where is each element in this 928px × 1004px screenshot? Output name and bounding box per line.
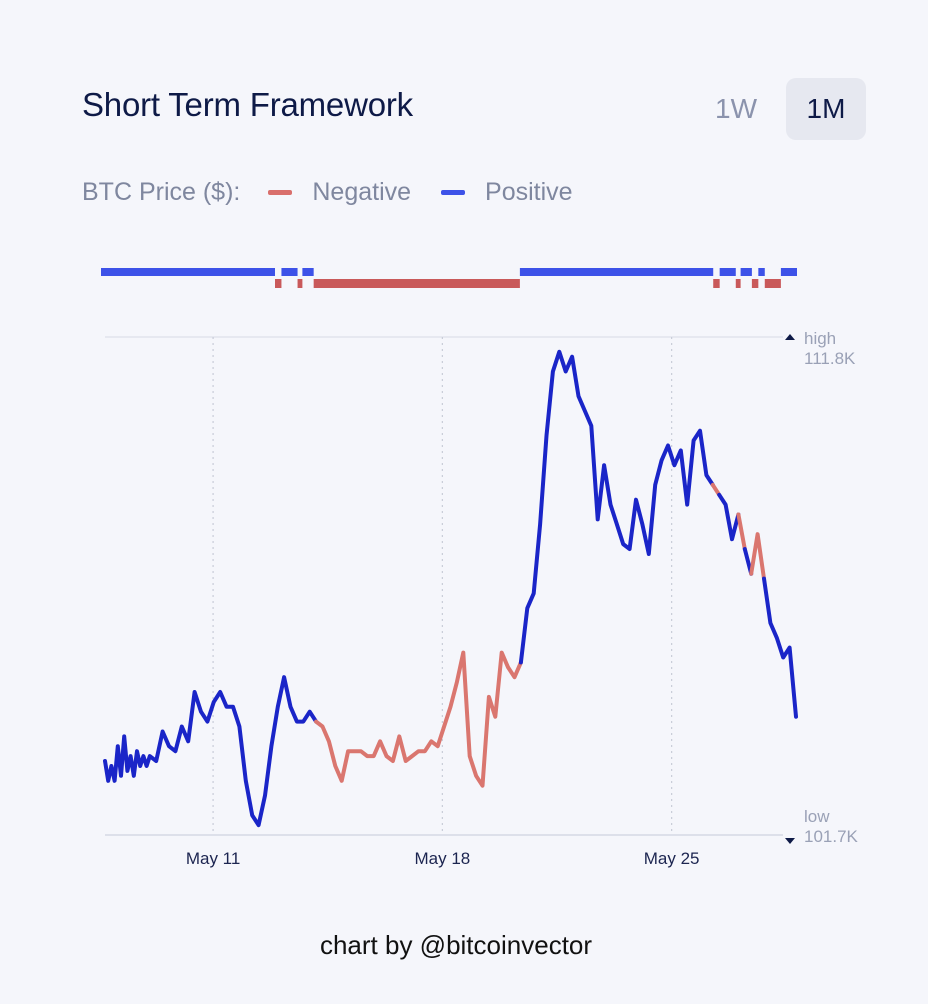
low-marker-icon [785,838,795,844]
series-line-negative [736,512,747,551]
legend-label: BTC Price ($): [82,178,241,206]
strip-segment-positive [758,268,765,276]
strip-segment-positive [719,268,736,276]
strip-segment-negative [297,279,303,288]
strip-segment-positive [740,268,752,276]
series-line-positive [518,349,715,665]
strip-segment-negative [313,279,520,288]
legend-swatch-negative [268,190,293,195]
range-tabs: 1W 1M [696,78,866,140]
strip-segment-positive [302,268,314,276]
x-tick-label: May 11 [186,849,241,868]
series-line-positive [103,675,319,828]
strip-segment-positive [101,268,275,276]
series-line-negative [749,532,766,581]
legend-swatch-positive [441,190,466,195]
low-label: low [804,807,830,826]
tab-1w[interactable]: 1W [715,93,757,124]
page-title: Short Term Framework [82,86,413,123]
strip-segment-negative [764,279,781,288]
x-tick-label: May 18 [414,849,470,868]
chart-credit: chart by @bitcoinvector [319,930,593,960]
strip-segment-positive [281,268,298,276]
legend-item-negative: Negative [268,178,411,207]
high-marker-icon [785,334,795,340]
series-line-positive [762,576,798,719]
strip-segment-positive [519,268,714,276]
legend: BTC Price ($): Negative Positive [82,178,603,207]
low-value: 101.7K [804,827,859,846]
x-tick-label: May 25 [644,849,700,868]
series-line-negative [314,650,523,788]
legend-item-positive: Positive [441,178,573,207]
strip-segment-positive [780,268,797,276]
high-value: 111.8K [804,349,856,368]
series-line-positive [717,492,741,542]
strip-segment-negative [275,279,282,288]
legend-text-positive: Positive [485,178,573,206]
legend-text-negative: Negative [312,178,412,206]
high-label: high [804,329,836,348]
tab-1m[interactable]: 1M [786,78,866,140]
strip-segment-negative [735,279,741,288]
strip-segment-negative [751,279,759,288]
strip-segment-negative [713,279,720,288]
